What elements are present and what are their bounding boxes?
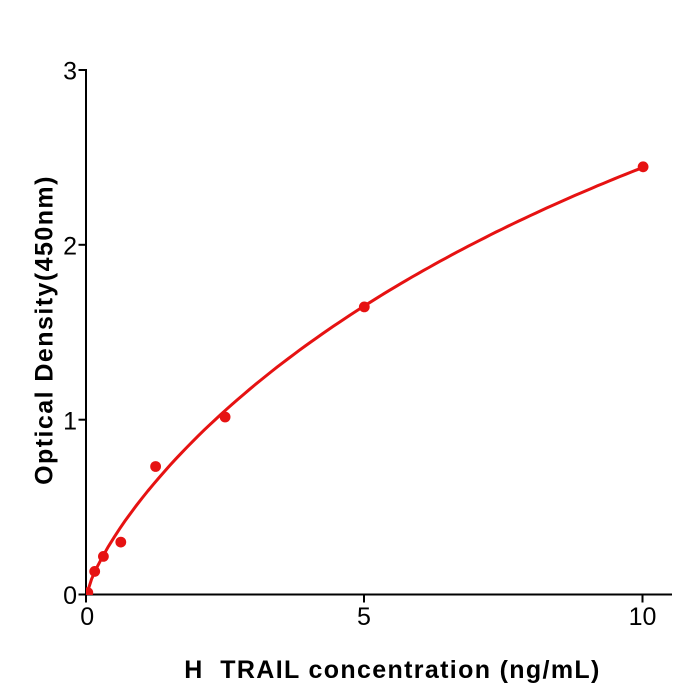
svg-text:H TRAIL concentration (ng/mL): H TRAIL concentration (ng/mL)	[184, 656, 600, 684]
svg-text:2: 2	[63, 232, 77, 260]
svg-text:1: 1	[63, 407, 77, 435]
svg-text:Optical Density(450nm): Optical Density(450nm)	[31, 175, 59, 485]
svg-text:5: 5	[357, 603, 371, 631]
svg-text:0: 0	[80, 603, 94, 631]
svg-text:10: 10	[629, 603, 657, 631]
svg-text:0: 0	[63, 582, 77, 610]
svg-text:3: 3	[63, 58, 77, 86]
